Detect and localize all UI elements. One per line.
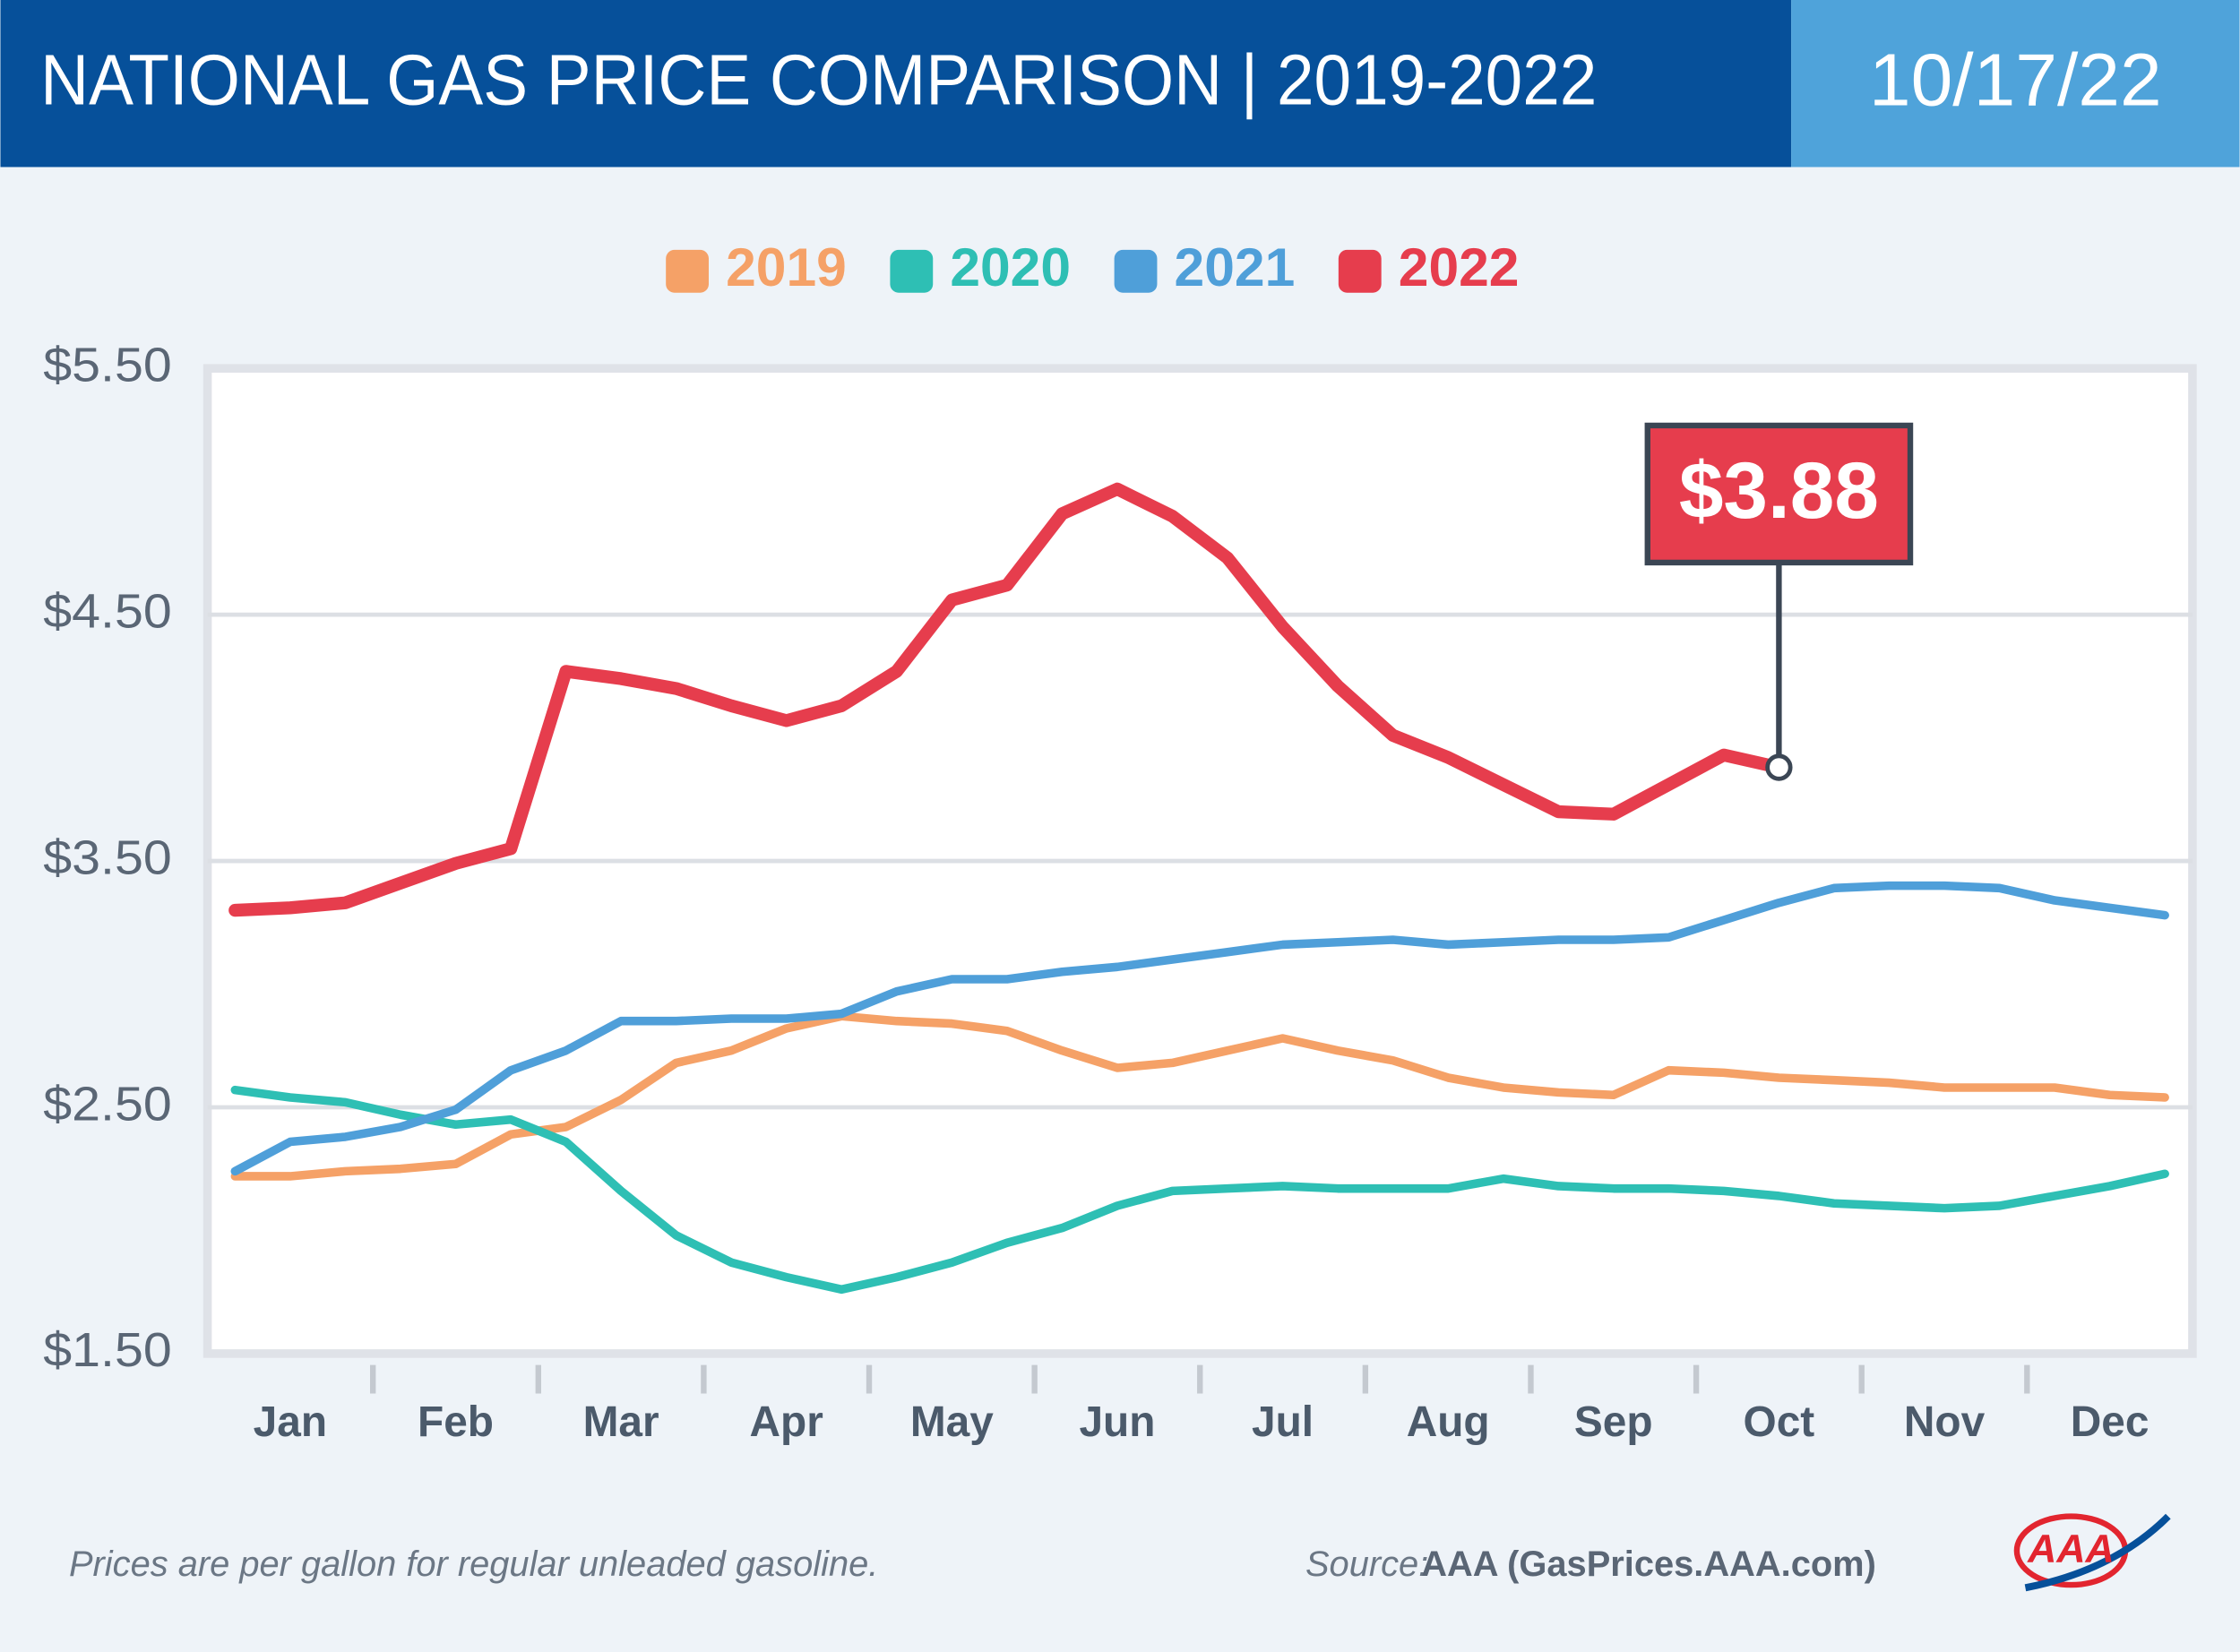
x-tick-label: Nov bbox=[1904, 1398, 1986, 1446]
logo-swoosh bbox=[2024, 1513, 2171, 1592]
legend-swatch bbox=[666, 249, 709, 293]
x-tick-label: Jan bbox=[254, 1398, 327, 1446]
x-tick-label: Jul bbox=[1252, 1398, 1314, 1446]
value-label: $3.88 bbox=[1679, 445, 1879, 535]
callout-box bbox=[1644, 422, 1914, 566]
x-tick-label: Oct bbox=[1744, 1398, 1815, 1446]
footnote: Prices are per gallon for regular unlead… bbox=[69, 1544, 878, 1584]
y-tick-label: $4.50 bbox=[43, 584, 171, 638]
x-tick-label: Sep bbox=[1574, 1398, 1653, 1446]
x-tick-label: Dec bbox=[2071, 1398, 2150, 1446]
date-box bbox=[1791, 0, 2240, 168]
y-tick-label: $2.50 bbox=[43, 1077, 171, 1131]
x-tick-label: Mar bbox=[583, 1398, 659, 1446]
x-tick-label: Feb bbox=[418, 1398, 494, 1446]
x-tick-label: Apr bbox=[750, 1398, 823, 1446]
x-tick-label: May bbox=[910, 1398, 994, 1446]
series-line bbox=[228, 482, 1786, 917]
header-bar bbox=[0, 0, 1792, 168]
y-tick-label: $5.50 bbox=[43, 339, 171, 392]
date: 10/17/22 bbox=[1869, 39, 2162, 122]
legend-label: 2019 bbox=[726, 237, 847, 297]
source-label: Source: bbox=[1305, 1544, 1428, 1584]
chart-title: NATIONAL GAS PRICE COMPARISON | 2019-202… bbox=[40, 40, 1597, 120]
legend-swatch bbox=[890, 249, 934, 293]
logo: AAA bbox=[2027, 1527, 2115, 1571]
y-tick-label: $3.50 bbox=[43, 830, 171, 884]
legend-label: 2020 bbox=[950, 237, 1071, 297]
series-line bbox=[230, 1011, 2169, 1181]
legend-label: 2021 bbox=[1175, 237, 1296, 297]
legend-label: 2022 bbox=[1399, 237, 1520, 297]
x-tick-label: Jun bbox=[1079, 1398, 1155, 1446]
x-tick-label: Aug bbox=[1407, 1398, 1490, 1446]
y-tick-label: $1.50 bbox=[43, 1323, 171, 1377]
series-line bbox=[230, 1085, 2169, 1295]
legend-swatch bbox=[1338, 249, 1382, 293]
series-line bbox=[230, 881, 2169, 1176]
source: AAA (GasPrices.AAA.com) bbox=[1421, 1544, 1876, 1584]
legend-swatch bbox=[1114, 249, 1158, 293]
end-point bbox=[1765, 753, 1793, 781]
